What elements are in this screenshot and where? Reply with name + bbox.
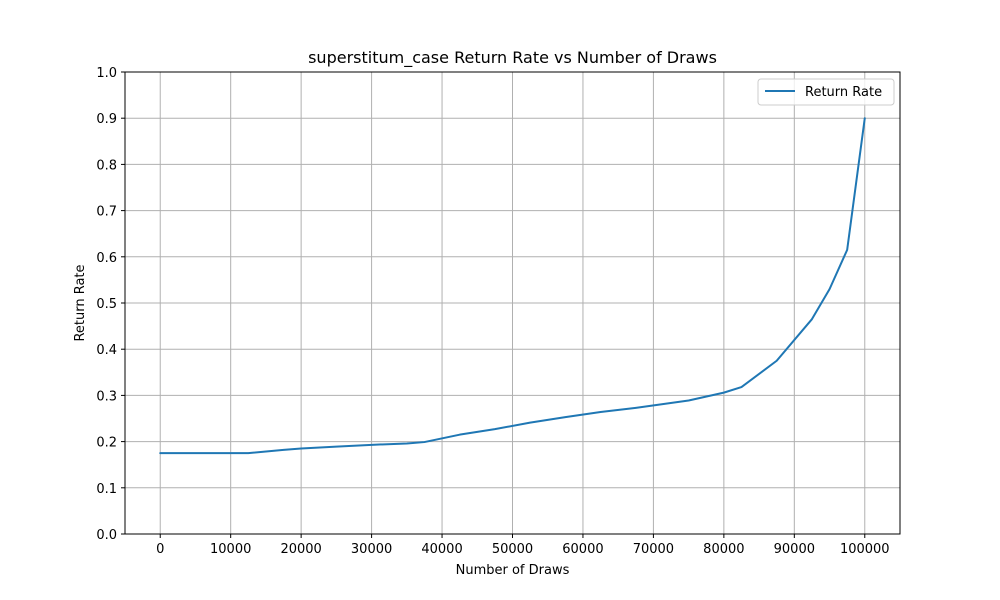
y-tick-label: 0.8 [96,158,117,173]
legend-label-return-rate: Return Rate [805,85,882,100]
y-tick-label: 1.0 [96,66,117,81]
legend-box [757,78,895,106]
x-tick-label: 40000 [421,542,462,557]
x-tick-label: 30000 [351,542,392,557]
x-tick-label: 50000 [492,542,533,557]
x-tick-label: 90000 [774,542,815,557]
y-tick-label: 0.2 [96,436,117,451]
x-tick-label: 10000 [210,542,251,557]
grid [125,71,900,535]
y-tick-label: 0.0 [96,528,117,543]
x-tick-label: 20000 [280,542,321,557]
y-axis-ticks: 0.0 0.1 0.2 0.3 0.4 0.5 0.6 0.7 0.8 0.9 1.0 [96,66,125,543]
legend: Return Rate [757,78,895,106]
x-tick-label: 60000 [562,542,603,557]
series-line-return-rate [159,117,866,455]
x-axis-ticks: 0 10000 20000 30000 40000 50000 60000 70000 8000… [156,534,890,557]
x-tick-label: 80000 [703,542,744,557]
y-tick-label: 0.6 [96,251,117,266]
y-tick-label: 0.1 [96,482,117,497]
chart-title: superstitum_case Return Rate vs Number o… [308,48,717,68]
y-tick-label: 0.3 [96,389,117,404]
y-axis-label: Return Rate [73,264,88,341]
y-tick-label: 0.7 [96,205,117,220]
y-tick-label: 0.4 [96,343,117,358]
x-tick-label: 0 [156,542,164,557]
series-layer [159,117,866,455]
y-tick-label: 0.5 [96,297,117,312]
y-tick-label: 0.9 [96,112,117,127]
x-axis-label: Number of Draws [456,563,570,578]
x-tick-label: 100000 [840,542,890,557]
x-tick-label: 70000 [633,542,674,557]
